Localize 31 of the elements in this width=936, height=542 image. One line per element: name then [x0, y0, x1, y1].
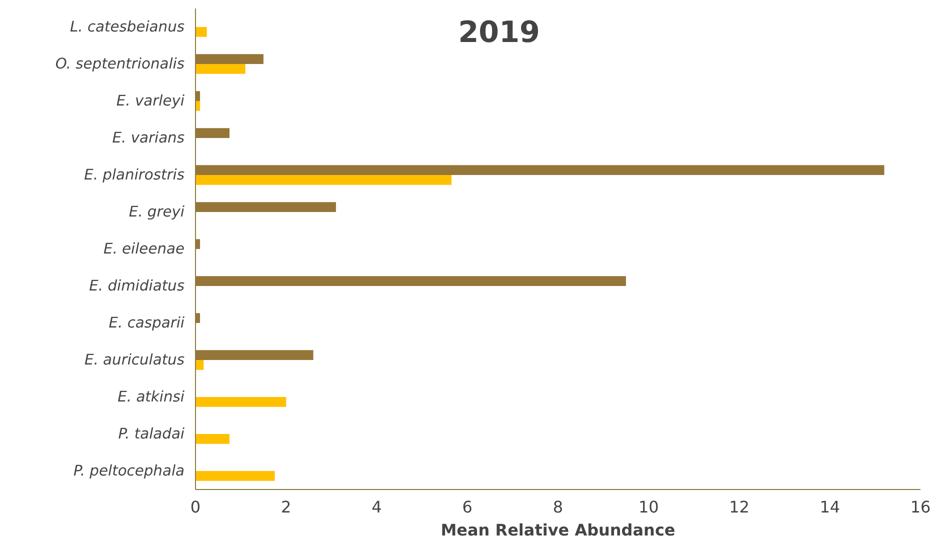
y-tick-label: O. septentrionalis — [55, 56, 185, 72]
y-tick-label: P. peltocephala — [74, 462, 185, 480]
y-tick-label: P. taladai — [118, 426, 185, 442]
x-tick-label: 6 — [462, 498, 472, 516]
x-tick-label: 16 — [910, 498, 931, 516]
x-tick-label: 0 — [190, 498, 201, 516]
bar — [196, 397, 286, 407]
y-tick-label: E. varians — [112, 130, 185, 146]
x-tick-label: 10 — [638, 498, 659, 516]
x-tick-label: 12 — [729, 498, 750, 516]
bar — [196, 360, 204, 370]
bar — [196, 64, 246, 74]
x-tick-label: 8 — [552, 498, 564, 516]
x-axis-title: Mean Relative Abundance — [440, 520, 676, 540]
bar — [196, 175, 452, 185]
y-tick-label: E. atkinsi — [118, 388, 185, 406]
y-tick-label: E. dimidiatus — [89, 278, 185, 294]
y-tick-label: L. catesbeianus — [70, 18, 185, 36]
x-tick-label: 14 — [820, 498, 840, 516]
y-tick-label: E. planirostris — [84, 166, 185, 184]
chart-title: 2019 — [458, 14, 540, 49]
y-tick-label: E. auriculatus — [84, 352, 185, 368]
y-tick-label: E. casparii — [108, 314, 185, 332]
y-tick-label: E. varleyi — [116, 92, 184, 110]
bar — [196, 434, 230, 444]
x-tick-label: 2 — [281, 498, 292, 516]
bar — [196, 471, 275, 481]
y-tick-label: E. eileenae — [103, 240, 184, 258]
x-tick-label: 4 — [372, 498, 382, 516]
y-tick-label: E. greyi — [128, 204, 184, 220]
bar — [196, 27, 207, 37]
